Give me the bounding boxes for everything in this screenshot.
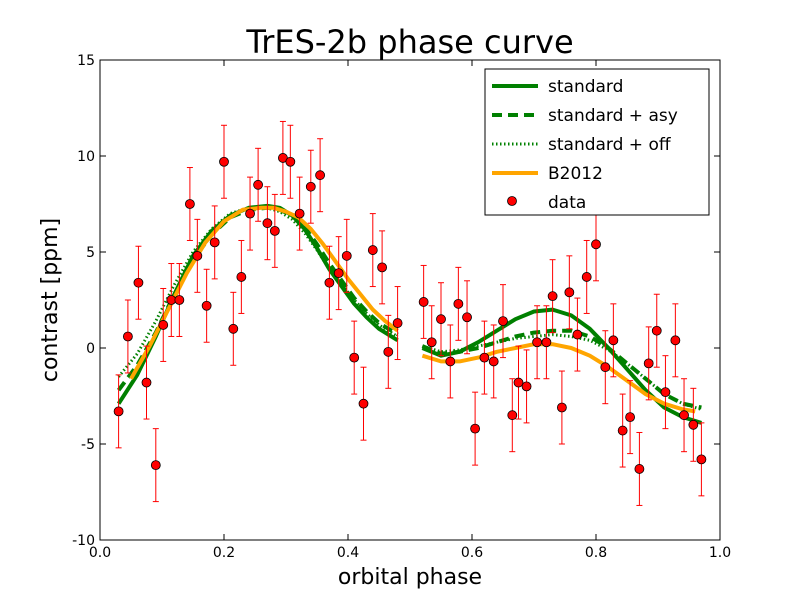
data-point xyxy=(315,170,326,181)
data-point xyxy=(262,218,273,229)
ticks-layer: 0.0 0.2 0.4 0.6 0.8 1.0 -10 -5 0 5 10 15 xyxy=(72,53,731,561)
data-point xyxy=(564,287,575,298)
series-layer xyxy=(116,203,702,425)
data-point xyxy=(498,316,508,327)
data-point xyxy=(572,329,583,340)
y-tick-label: 10 xyxy=(77,149,95,165)
legend-label-standard-off: standard + off xyxy=(548,135,672,155)
data-point xyxy=(436,314,446,325)
data-point xyxy=(358,398,369,409)
data-point xyxy=(269,225,280,236)
data-point xyxy=(228,323,239,334)
data-point xyxy=(445,356,456,367)
data-point xyxy=(625,412,635,423)
data-point xyxy=(418,297,429,307)
data-point xyxy=(133,277,144,288)
data-point xyxy=(285,156,296,167)
plot-frame xyxy=(99,59,721,541)
data-point xyxy=(201,300,212,311)
data-point xyxy=(696,454,707,465)
legend-label-standard: standard xyxy=(548,77,623,97)
data-point xyxy=(688,419,699,430)
data-point xyxy=(634,464,645,474)
legend-label-standard-asy: standard + asy xyxy=(548,106,678,126)
data-point xyxy=(383,346,394,357)
data-points-layer xyxy=(113,120,707,506)
data-point xyxy=(426,337,437,348)
x-tick-label: 1.0 xyxy=(709,545,731,561)
data-point xyxy=(236,272,247,282)
x-tick-label: 0.8 xyxy=(585,545,607,561)
data-point xyxy=(453,298,464,309)
data-point xyxy=(670,335,681,346)
data-point xyxy=(166,295,177,305)
data-point xyxy=(521,381,532,392)
y-tick-label: -10 xyxy=(72,533,95,549)
data-point xyxy=(174,295,185,305)
data-point xyxy=(377,262,388,273)
data-point xyxy=(643,358,654,369)
y-tick-label: 15 xyxy=(77,53,95,69)
chart-title: TrES-2b phase curve xyxy=(245,23,573,61)
data-point xyxy=(581,272,592,282)
series-standard-asy-segment-1 xyxy=(421,328,702,410)
legend-label-b2012: B2012 xyxy=(548,164,603,184)
data-point xyxy=(349,352,360,363)
data-point xyxy=(600,362,611,373)
data-point xyxy=(209,237,220,248)
data-point xyxy=(158,320,169,330)
x-tick-label: 0.6 xyxy=(461,545,483,561)
data-point xyxy=(123,331,133,342)
data-point xyxy=(333,268,344,279)
series-b2012-segment-1 xyxy=(421,342,696,414)
x-tick-label: 0.0 xyxy=(89,545,111,561)
legend-swatch-data xyxy=(507,196,517,206)
data-point xyxy=(660,387,671,398)
x-tick-label: 0.4 xyxy=(337,545,359,561)
x-axis-label: orbital phase xyxy=(338,565,482,590)
data-point xyxy=(488,356,499,367)
series-standard-off-segment-0 xyxy=(117,206,399,378)
data-point xyxy=(591,239,601,250)
data-point xyxy=(608,335,619,346)
data-point xyxy=(392,318,403,328)
data-point xyxy=(470,423,481,434)
data-point xyxy=(547,291,558,302)
data-point xyxy=(479,352,490,363)
data-point xyxy=(513,377,524,388)
data-point xyxy=(367,245,378,255)
data-point xyxy=(617,425,628,436)
data-point xyxy=(651,325,662,336)
legend: standard standard + asy standard + off B… xyxy=(484,68,710,216)
data-point xyxy=(141,377,152,388)
data-point xyxy=(679,410,689,421)
data-point xyxy=(113,406,124,417)
legend-box xyxy=(484,68,710,216)
data-point xyxy=(341,250,352,261)
data-point xyxy=(532,337,542,348)
data-point xyxy=(253,179,264,190)
data-point xyxy=(305,181,316,192)
data-point xyxy=(150,460,161,471)
data-point xyxy=(245,208,255,219)
data-point xyxy=(541,337,552,348)
data-point xyxy=(294,208,305,219)
y-tick-label: 0 xyxy=(86,341,95,357)
y-tick-label: 5 xyxy=(86,245,95,261)
data-point xyxy=(192,250,203,261)
y-tick-label: -5 xyxy=(81,437,95,453)
data-point xyxy=(184,199,195,209)
legend-label-data: data xyxy=(548,193,586,213)
data-point xyxy=(219,156,229,167)
series-b2012-segment-0 xyxy=(129,205,399,380)
y-axis-label: contrast [ppm] xyxy=(38,218,63,382)
data-point xyxy=(507,410,518,421)
data-point xyxy=(462,312,472,323)
data-point xyxy=(557,402,567,413)
data-point xyxy=(324,277,335,288)
x-tick-label: 0.2 xyxy=(213,545,235,561)
